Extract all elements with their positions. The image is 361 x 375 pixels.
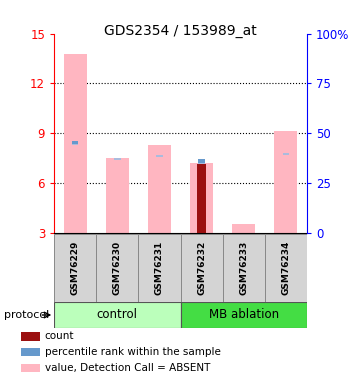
Text: value, Detection Call = ABSENT: value, Detection Call = ABSENT — [45, 363, 210, 373]
Text: GSM76232: GSM76232 — [197, 241, 206, 295]
Text: percentile rank within the sample: percentile rank within the sample — [45, 347, 221, 357]
FancyBboxPatch shape — [96, 234, 138, 302]
Bar — [21, 332, 40, 340]
Bar — [232, 224, 255, 232]
FancyBboxPatch shape — [54, 234, 96, 302]
Bar — [72, 141, 78, 145]
FancyBboxPatch shape — [265, 234, 307, 302]
Text: GSM76233: GSM76233 — [239, 241, 248, 295]
Text: GSM76230: GSM76230 — [113, 241, 122, 295]
FancyBboxPatch shape — [180, 302, 307, 328]
Bar — [106, 158, 129, 232]
Text: protocol: protocol — [4, 310, 49, 320]
Bar — [114, 158, 121, 160]
Bar — [21, 348, 40, 357]
Text: GSM76231: GSM76231 — [155, 241, 164, 295]
Bar — [21, 363, 40, 372]
FancyBboxPatch shape — [180, 234, 223, 302]
Bar — [198, 160, 205, 165]
Text: GSM76234: GSM76234 — [281, 241, 290, 296]
Bar — [198, 159, 205, 163]
Text: GDS2354 / 153989_at: GDS2354 / 153989_at — [104, 24, 257, 38]
Bar — [72, 141, 78, 144]
Bar — [197, 164, 206, 232]
Text: MB ablation: MB ablation — [209, 309, 279, 321]
FancyBboxPatch shape — [223, 234, 265, 302]
Text: count: count — [45, 331, 74, 341]
Bar — [190, 163, 213, 232]
Bar — [148, 145, 171, 232]
FancyBboxPatch shape — [138, 234, 180, 302]
Bar — [274, 132, 297, 232]
FancyBboxPatch shape — [54, 302, 180, 328]
Bar — [64, 54, 87, 232]
Bar — [283, 153, 289, 156]
Text: control: control — [97, 309, 138, 321]
Bar — [156, 154, 163, 157]
Text: GSM76229: GSM76229 — [71, 241, 80, 296]
